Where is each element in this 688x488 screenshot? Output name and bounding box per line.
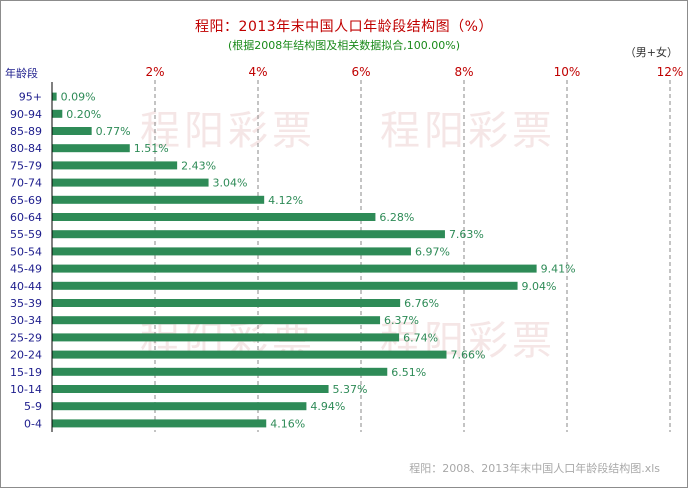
bar-value-label: 5.37% <box>333 383 368 396</box>
watermark-text: 程阳彩票 <box>380 108 556 154</box>
bar <box>52 195 265 204</box>
bar <box>52 127 92 135</box>
bar-value-label: 6.37% <box>384 314 419 327</box>
x-tick-label: 10% <box>554 65 581 79</box>
bar-value-label: 1.51% <box>134 142 169 155</box>
bar <box>52 299 401 307</box>
bar-value-label: 6.76% <box>404 297 439 310</box>
bar <box>52 144 130 153</box>
y-tick-label: 55-59 <box>10 228 42 241</box>
bar-value-label: 2.43% <box>181 159 216 172</box>
bar-value-label: 6.74% <box>403 331 438 344</box>
x-tick-label: 4% <box>248 65 267 79</box>
bar <box>52 92 57 101</box>
x-tick-labels: 2% 4% 6% 8% 10% 12% <box>145 65 683 79</box>
y-tick-label: 90-94 <box>10 108 42 121</box>
y-tick-label: 15-19 <box>10 366 42 379</box>
x-tick-label: 6% <box>351 65 370 79</box>
watermark-text: 程阳彩票 <box>140 108 316 154</box>
y-tick-label: 30-34 <box>10 314 42 327</box>
y-tick-label: 0-4 <box>24 417 42 430</box>
x-tick-label: 2% <box>145 65 164 79</box>
bar-value-label: 6.28% <box>379 211 414 224</box>
bar <box>52 247 411 256</box>
bar <box>52 178 209 187</box>
y-tick-label: 5-9 <box>24 400 42 413</box>
bar <box>52 316 381 325</box>
unit-label: （男+女） <box>624 46 678 59</box>
bar <box>52 213 376 221</box>
bar <box>52 350 447 359</box>
y-tick-label: 50-54 <box>10 245 42 258</box>
y-tick-label: 20-24 <box>10 349 42 362</box>
y-tick-label: 40-44 <box>10 280 42 293</box>
bar <box>52 367 388 376</box>
chart-subtitle: (根据2008年结构图及相关数据拟合,100.00%) <box>227 39 460 52</box>
y-tick-labels: 95+ 90-94 85-89 80-84 75-79 70-74 65-69 60-64 55… <box>10 91 42 431</box>
bar-value-label: 3.04% <box>213 177 248 190</box>
bar-value-label: 9.04% <box>522 280 557 293</box>
bar-value-label: 0.20% <box>66 108 101 121</box>
y-tick-label: 70-74 <box>10 177 42 190</box>
bar <box>52 264 537 273</box>
watermark-layer: 程阳彩票程阳彩票程阳彩票程阳彩票 <box>140 108 556 364</box>
chart-title: 程阳：2013年末中国人口年龄段结构图（%） <box>195 19 493 35</box>
bars <box>52 92 537 428</box>
bar-value-label: 4.94% <box>310 400 345 413</box>
bar <box>52 281 518 290</box>
y-tick-label: 75-79 <box>10 159 42 172</box>
y-tick-label: 85-89 <box>10 125 42 138</box>
y-tick-label: 60-64 <box>10 211 42 224</box>
bar-value-label: 9.41% <box>541 263 576 276</box>
bar-value-label: 0.77% <box>96 125 131 138</box>
x-tick-label: 12% <box>657 65 684 79</box>
bar <box>52 109 63 118</box>
bar <box>52 419 267 428</box>
data-labels: 0.09% 0.20% 0.77%1.51% 2.43% 3.04% 4.12% 6.28%… <box>61 91 576 431</box>
bar-value-label: 0.09% <box>61 91 96 104</box>
bar <box>52 333 400 342</box>
bar <box>52 230 445 239</box>
bar <box>52 402 307 411</box>
bar-value-label: 6.97% <box>415 245 450 258</box>
gridlines <box>154 80 671 432</box>
y-tick-label: 65-69 <box>10 194 42 207</box>
y-tick-label: 45-49 <box>10 263 42 276</box>
bar-value-label: 7.63% <box>449 228 484 241</box>
bar-value-label: 6.51% <box>391 366 426 379</box>
source-file-label: 程阳：2008、2013年末中国人口年龄段结构图.xls <box>409 462 660 475</box>
bar-value-label: 7.66% <box>450 349 485 362</box>
bar <box>52 385 329 393</box>
bar-value-label: 4.12% <box>268 194 303 207</box>
y-tick-label: 10-14 <box>10 383 42 396</box>
x-tick-label: 8% <box>454 65 473 79</box>
y-tick-label: 80-84 <box>10 142 42 155</box>
y-tick-label: 25-29 <box>10 331 42 344</box>
y-axis-label: 年龄段 <box>5 67 38 80</box>
bar <box>52 161 178 170</box>
y-tick-label: 35-39 <box>10 297 42 310</box>
bar-value-label: 4.16% <box>270 417 305 430</box>
y-tick-label: 95+ <box>19 91 42 104</box>
